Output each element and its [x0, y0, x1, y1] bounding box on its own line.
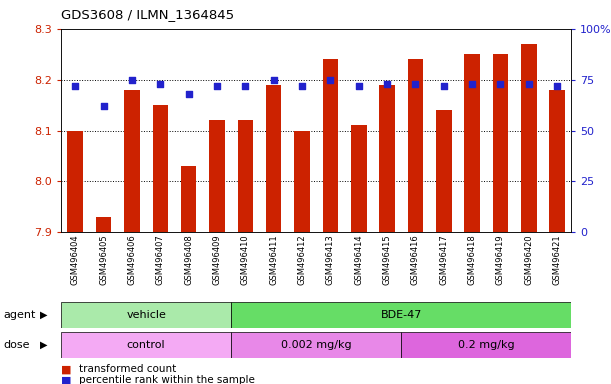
Point: [524, 81, 533, 87]
Point: [99, 103, 109, 109]
Text: vehicle: vehicle: [126, 310, 166, 320]
Text: GSM496405: GSM496405: [99, 234, 108, 285]
Bar: [492, 54, 508, 232]
Point: [241, 83, 251, 89]
Text: dose: dose: [3, 340, 29, 350]
Bar: [96, 217, 111, 232]
Point: [155, 81, 165, 87]
Bar: [464, 54, 480, 232]
Text: BDE-47: BDE-47: [381, 310, 422, 320]
Bar: [549, 90, 565, 232]
Text: GSM496421: GSM496421: [552, 234, 562, 285]
Text: GSM496409: GSM496409: [213, 234, 222, 285]
Point: [354, 83, 364, 89]
Bar: [351, 126, 367, 232]
Bar: [323, 59, 338, 232]
Text: ▶: ▶: [40, 310, 47, 320]
Text: GDS3608 / ILMN_1364845: GDS3608 / ILMN_1364845: [61, 8, 234, 21]
Text: GSM496414: GSM496414: [354, 234, 363, 285]
Text: GSM496413: GSM496413: [326, 234, 335, 285]
Point: [382, 81, 392, 87]
Text: GSM496404: GSM496404: [71, 234, 80, 285]
Point: [467, 81, 477, 87]
Point: [411, 81, 420, 87]
Point: [127, 76, 137, 83]
Point: [184, 91, 194, 97]
Text: percentile rank within the sample: percentile rank within the sample: [79, 375, 255, 384]
Text: GSM496406: GSM496406: [128, 234, 136, 285]
Bar: [67, 131, 83, 232]
Text: GSM496420: GSM496420: [524, 234, 533, 285]
Text: 0.2 mg/kg: 0.2 mg/kg: [458, 340, 514, 350]
Text: GSM496416: GSM496416: [411, 234, 420, 285]
Point: [496, 81, 505, 87]
Text: GSM496417: GSM496417: [439, 234, 448, 285]
Point: [70, 83, 80, 89]
Bar: [401, 332, 571, 358]
Point: [552, 83, 562, 89]
Bar: [124, 90, 140, 232]
Text: 0.002 mg/kg: 0.002 mg/kg: [281, 340, 351, 350]
Text: agent: agent: [3, 310, 35, 320]
Text: control: control: [127, 340, 166, 350]
Text: GSM496407: GSM496407: [156, 234, 165, 285]
Bar: [379, 85, 395, 232]
Bar: [153, 105, 168, 232]
Bar: [238, 121, 253, 232]
Bar: [295, 131, 310, 232]
Point: [297, 83, 307, 89]
Bar: [61, 302, 231, 328]
Text: GSM496418: GSM496418: [467, 234, 477, 285]
Text: ■: ■: [61, 364, 71, 374]
Text: ■: ■: [61, 375, 71, 384]
Point: [326, 76, 335, 83]
Text: GSM496411: GSM496411: [269, 234, 278, 285]
Text: GSM496410: GSM496410: [241, 234, 250, 285]
Bar: [181, 166, 197, 232]
Bar: [231, 302, 571, 328]
Text: GSM496415: GSM496415: [382, 234, 392, 285]
Text: GSM496408: GSM496408: [184, 234, 193, 285]
Text: transformed count: transformed count: [79, 364, 177, 374]
Text: GSM496412: GSM496412: [298, 234, 307, 285]
Bar: [209, 121, 225, 232]
Point: [439, 83, 448, 89]
Bar: [521, 44, 536, 232]
Text: ▶: ▶: [40, 340, 47, 350]
Bar: [408, 59, 423, 232]
Point: [269, 76, 279, 83]
Point: [212, 83, 222, 89]
Bar: [266, 85, 282, 232]
Text: GSM496419: GSM496419: [496, 234, 505, 285]
Bar: [61, 332, 231, 358]
Bar: [436, 110, 452, 232]
Bar: [231, 332, 401, 358]
